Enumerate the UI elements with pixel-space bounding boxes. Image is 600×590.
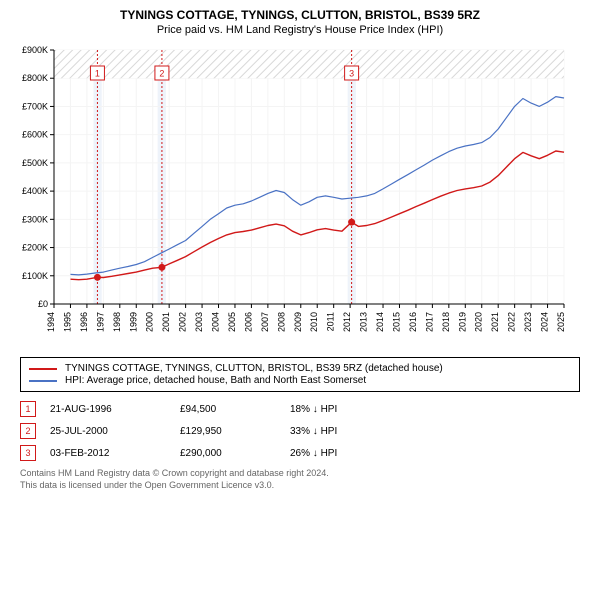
svg-text:2019: 2019: [457, 312, 467, 332]
svg-text:2013: 2013: [359, 312, 369, 332]
svg-text:2004: 2004: [211, 312, 221, 332]
svg-text:£100K: £100K: [22, 271, 48, 281]
legend-label: TYNINGS COTTAGE, TYNINGS, CLUTTON, BRIST…: [65, 363, 443, 374]
svg-text:2020: 2020: [474, 312, 484, 332]
svg-text:1999: 1999: [128, 312, 138, 332]
sale-date: 25-JUL-2000: [50, 426, 180, 437]
svg-text:2015: 2015: [391, 312, 401, 332]
svg-text:2000: 2000: [145, 312, 155, 332]
svg-text:2011: 2011: [326, 312, 336, 331]
sale-price: £94,500: [180, 404, 290, 415]
svg-text:2008: 2008: [276, 312, 286, 332]
legend-box: TYNINGS COTTAGE, TYNINGS, CLUTTON, BRIST…: [20, 357, 580, 392]
title-block: TYNINGS COTTAGE, TYNINGS, CLUTTON, BRIST…: [0, 0, 600, 40]
legend-swatch: [29, 368, 57, 370]
svg-text:2017: 2017: [424, 312, 434, 332]
legend-item: HPI: Average price, detached house, Bath…: [29, 375, 571, 386]
sale-price: £290,000: [180, 448, 290, 459]
svg-text:2021: 2021: [490, 312, 500, 332]
svg-text:£400K: £400K: [22, 186, 48, 196]
svg-text:1998: 1998: [112, 312, 122, 332]
sale-delta: 18% ↓ HPI: [290, 404, 400, 415]
sale-price: £129,950: [180, 426, 290, 437]
svg-text:1995: 1995: [62, 312, 72, 332]
svg-text:2024: 2024: [540, 312, 550, 332]
svg-text:2001: 2001: [161, 312, 171, 332]
svg-text:2018: 2018: [441, 312, 451, 332]
svg-text:2009: 2009: [293, 312, 303, 332]
svg-text:£300K: £300K: [22, 214, 48, 224]
sale-date: 21-AUG-1996: [50, 404, 180, 415]
sale-row: 1 21-AUG-1996£94,50018% ↓ HPI: [20, 398, 580, 420]
svg-text:£200K: £200K: [22, 243, 48, 253]
page-container: TYNINGS COTTAGE, TYNINGS, CLUTTON, BRIST…: [0, 0, 600, 491]
chart-subtitle: Price paid vs. HM Land Registry's House …: [0, 24, 600, 36]
legend-label: HPI: Average price, detached house, Bath…: [65, 375, 366, 386]
svg-text:2014: 2014: [375, 312, 385, 332]
sale-delta: 33% ↓ HPI: [290, 426, 400, 437]
svg-text:1: 1: [95, 69, 100, 79]
svg-text:2016: 2016: [408, 312, 418, 332]
footer-line-1: Contains HM Land Registry data © Crown c…: [20, 468, 580, 480]
sale-marker: 2: [20, 423, 36, 439]
svg-text:£500K: £500K: [22, 158, 48, 168]
svg-text:£600K: £600K: [22, 130, 48, 140]
svg-text:2012: 2012: [342, 312, 352, 332]
svg-text:2002: 2002: [178, 312, 188, 332]
svg-text:2003: 2003: [194, 312, 204, 332]
sale-date: 03-FEB-2012: [50, 448, 180, 459]
svg-text:2007: 2007: [260, 312, 270, 332]
legend-swatch: [29, 380, 57, 382]
sales-table: 1 21-AUG-1996£94,50018% ↓ HPI 2 25-JUL-2000…: [20, 398, 580, 464]
svg-text:£700K: £700K: [22, 101, 48, 111]
svg-text:2025: 2025: [556, 312, 566, 332]
footer-line-2: This data is licensed under the Open Gov…: [20, 480, 580, 492]
svg-text:1997: 1997: [95, 312, 105, 332]
sale-marker: 3: [20, 445, 36, 461]
sale-delta: 26% ↓ HPI: [290, 448, 400, 459]
chart-title: TYNINGS COTTAGE, TYNINGS, CLUTTON, BRIST…: [0, 8, 600, 22]
svg-text:1996: 1996: [79, 312, 89, 332]
sale-marker: 1: [20, 401, 36, 417]
svg-text:2006: 2006: [243, 312, 253, 332]
svg-text:£0: £0: [38, 299, 48, 309]
svg-text:2010: 2010: [309, 312, 319, 332]
sale-row: 3 03-FEB-2012£290,00026% ↓ HPI: [20, 442, 580, 464]
svg-text:£800K: £800K: [22, 73, 48, 83]
svg-text:2005: 2005: [227, 312, 237, 332]
footer-attribution: Contains HM Land Registry data © Crown c…: [20, 468, 580, 491]
chart-svg: 1 2 3 £0 £100K £200K £300K £400K £500K £600K £700K…: [10, 44, 570, 344]
chart-area: 1 2 3 £0 £100K £200K £300K £400K £500K £600K £700K…: [10, 44, 590, 349]
svg-text:2023: 2023: [523, 312, 533, 332]
svg-text:3: 3: [349, 69, 354, 79]
svg-text:2: 2: [159, 69, 164, 79]
svg-text:1994: 1994: [46, 312, 56, 332]
svg-text:£900K: £900K: [22, 45, 48, 55]
sale-row: 2 25-JUL-2000£129,95033% ↓ HPI: [20, 420, 580, 442]
legend-item: TYNINGS COTTAGE, TYNINGS, CLUTTON, BRIST…: [29, 363, 571, 374]
svg-text:2022: 2022: [507, 312, 517, 332]
